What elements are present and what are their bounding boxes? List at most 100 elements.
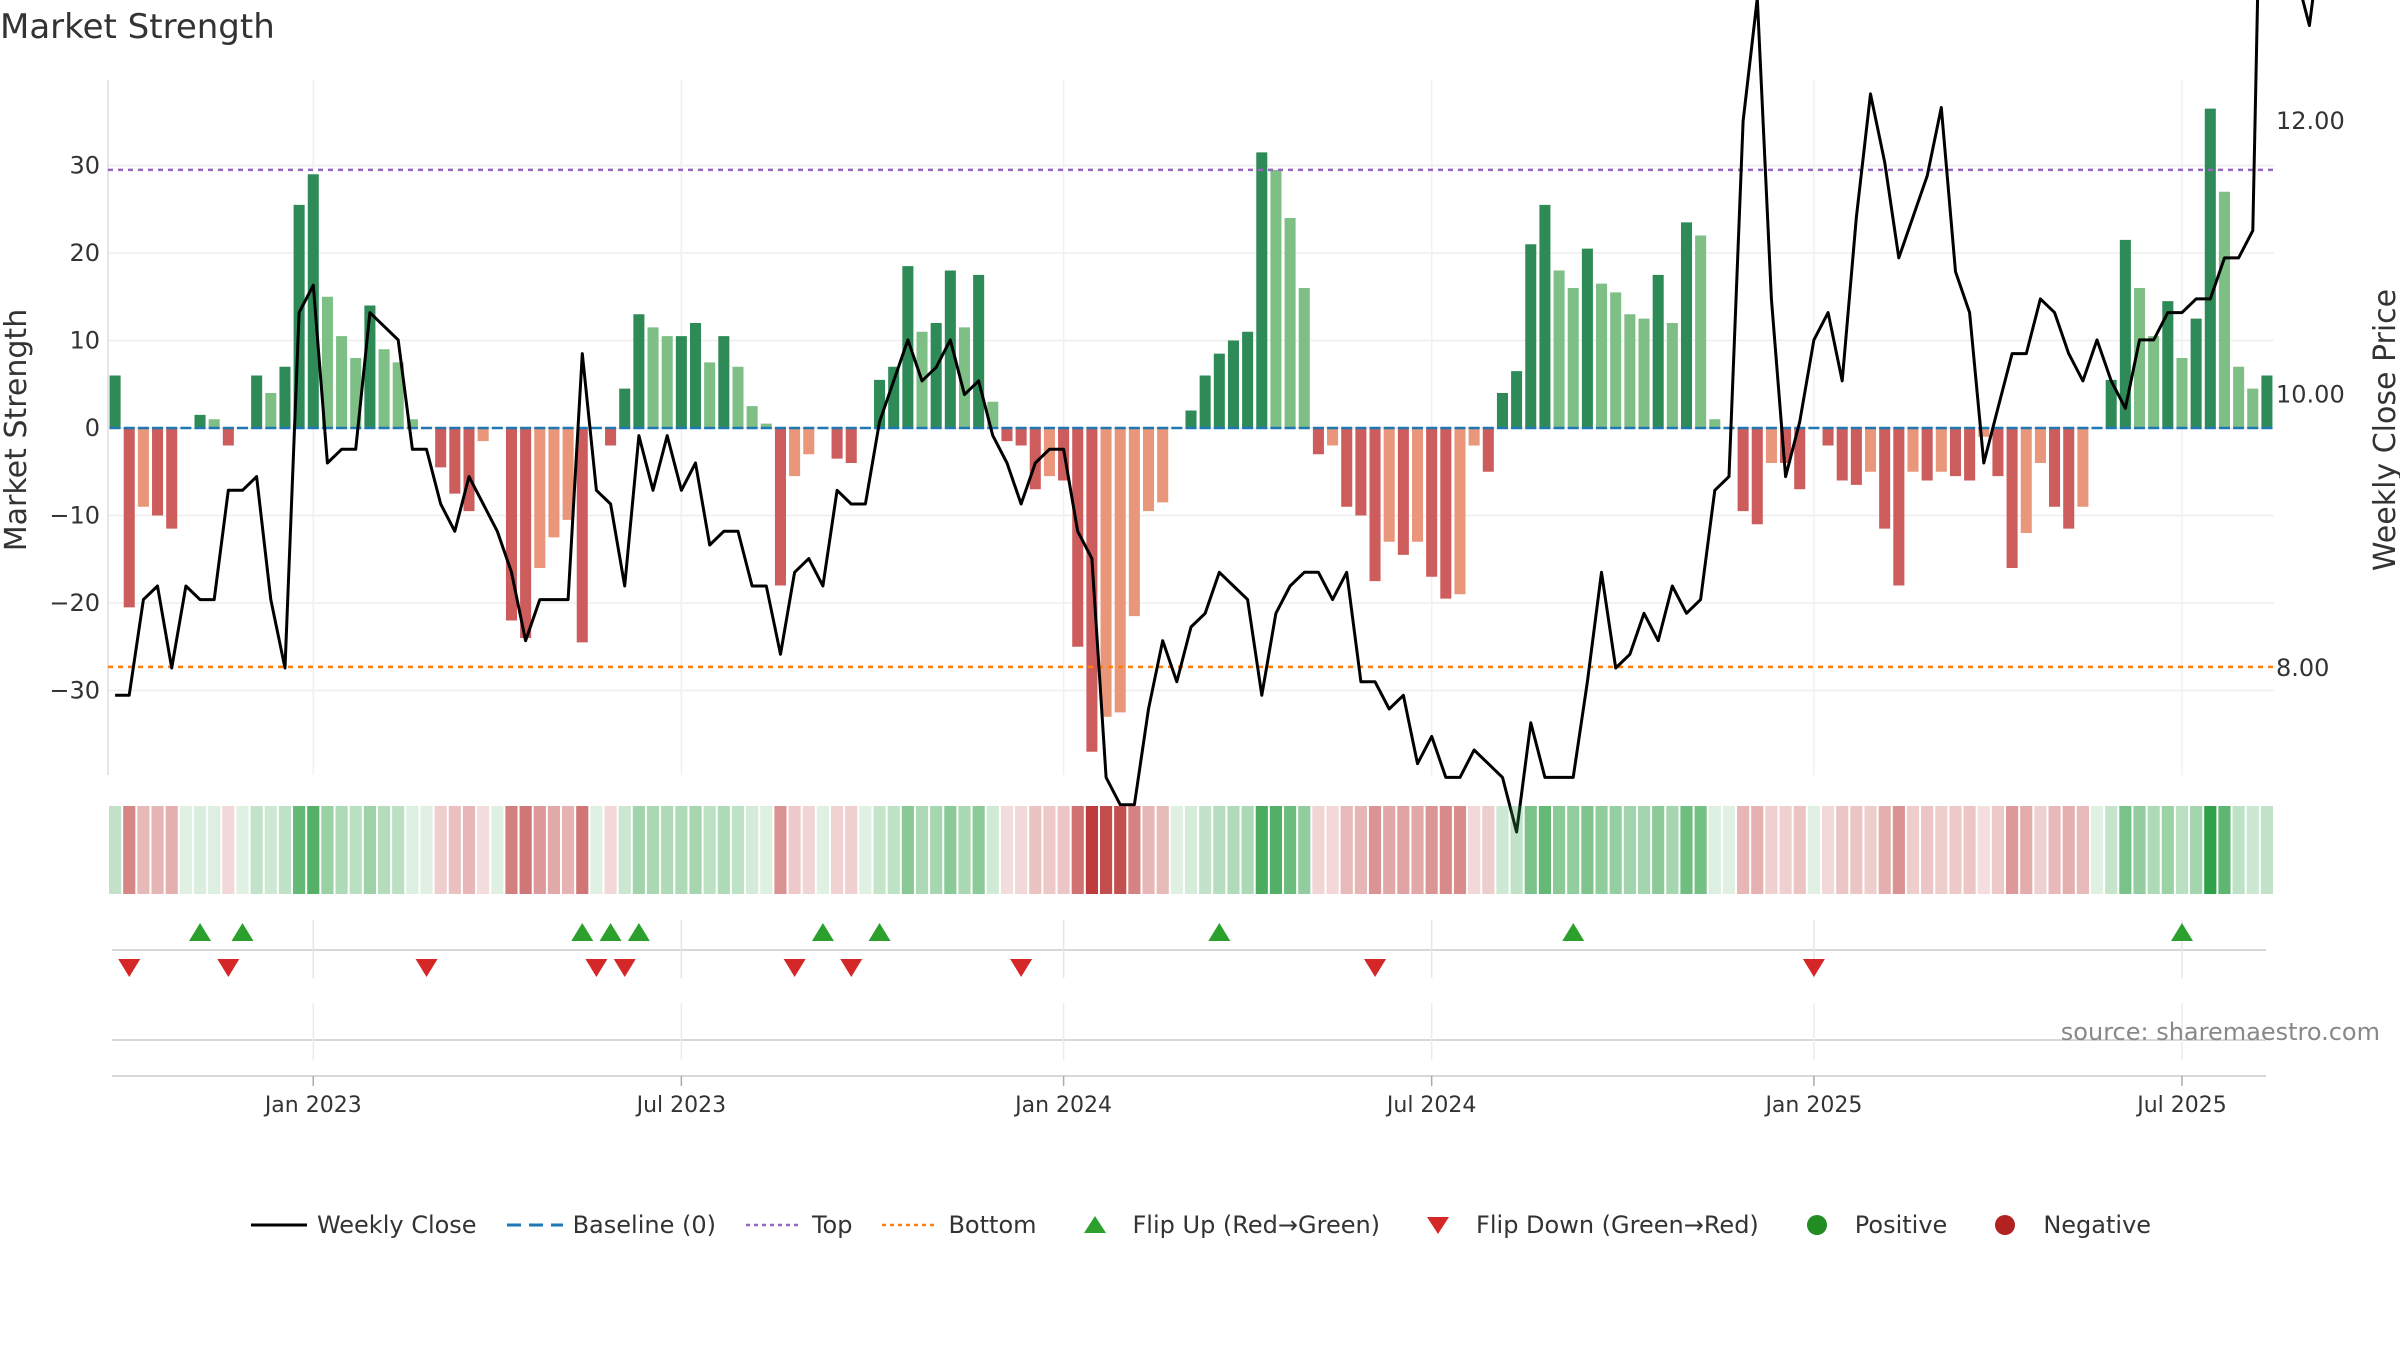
heat-cell [519,806,532,894]
heat-cell [1581,806,1594,894]
heat-cell [2105,806,2118,894]
heat-cell [2133,806,2146,894]
strength-bar [562,428,574,520]
strength-bar [2049,428,2061,507]
x-axis: Jan 2023 Jul 2023 Jan 2024 Jul 2024 Jan 2025… [263,1076,2227,1118]
strength-bar [1652,274,1664,428]
strength-bar [2148,336,2160,428]
heat-cell [1114,806,1127,894]
strength-bar [1992,428,2004,477]
heat-cell [2119,806,2132,894]
heat-cell [675,806,688,894]
strength-bar [1978,428,1990,437]
weekly-close-line [115,0,2315,834]
heat-cell [1227,806,1240,894]
flip-down-marker [613,959,636,977]
strength-bar [336,336,348,428]
legend-symbol [250,1223,307,1227]
strength-bar [1227,340,1239,428]
heat-cell [1821,806,1835,894]
heat-cell [1383,806,1396,894]
heat-cell [547,806,561,894]
heat-cell [349,806,362,894]
legend-label: Positive [1854,1211,1948,1239]
heat-cell [1326,806,1339,894]
heat-cell [1977,806,1990,894]
legend-circle [1806,1215,1827,1235]
heat-cell [958,806,971,894]
heat-cell [109,806,122,894]
heat-cell [1057,806,1070,894]
flip-down-marker [1802,959,1825,977]
strength-bar [888,366,900,428]
strength-bar [2261,375,2273,428]
heat-cell [1963,806,1976,894]
strength-bar [1185,410,1197,428]
heat-cell [2147,806,2160,894]
strength-bar [1780,428,1792,463]
heat-cell [2090,806,2104,894]
strength-bar [902,266,914,428]
heat-cell [1524,806,1537,894]
heat-cell [1199,806,1212,894]
heat-cell [972,806,985,894]
legend-symbol [745,1223,802,1227]
legend-label: Flip Up (Red→Green) [1132,1211,1381,1239]
heat-cell [661,806,674,894]
legend-label: Top [811,1211,853,1239]
strength-bar [1794,428,1806,490]
heat-cell [151,806,164,894]
strength-bar [137,428,149,507]
heat-cell [1878,806,1891,894]
legend-label: Bottom [948,1211,1037,1239]
heat-cell [1312,806,1325,894]
strength-bar [1242,331,1254,428]
heat-cell [307,806,320,894]
heat-cell [2204,806,2217,894]
strength-bars [109,108,2273,752]
strength-bar [1624,314,1636,428]
flip-down-marker [1010,959,1033,977]
heat-cell [703,806,716,894]
heat-cell [831,806,844,894]
strength-bar [2119,239,2131,428]
strength-bar [1539,204,1551,428]
heat-cell [1921,806,1934,894]
legend-label: Flip Down (Green→Red) [1476,1211,1759,1239]
strength-bar [1199,375,1211,428]
heat-cell [887,806,900,894]
strength-bar [1284,218,1296,428]
heat-cell [774,806,787,894]
heat-cell [1694,806,1707,894]
strength-bar [123,428,135,608]
strength-bar [661,336,673,428]
strength-bar [1765,428,1777,463]
heat-cell [1864,806,1877,894]
heat-cell [462,806,476,894]
heat-cell [1553,806,1566,894]
strength-bar [1029,428,1041,490]
heat-cell [1652,806,1665,894]
heat-cell [1765,806,1778,894]
strength-bar [194,414,206,428]
legend-label: Weekly Close [316,1211,477,1239]
heat-cell [717,806,730,894]
heat-cell [845,806,858,894]
strength-bar [1907,428,1919,472]
heat-cell [1468,806,1481,894]
legend-item: Top [744,1210,853,1240]
heat-cell [632,806,645,894]
strength-bar [2190,318,2202,428]
strength-bar [505,428,517,621]
x-tick-label: Jul 2023 [635,1093,727,1118]
flip-up-marker [811,923,834,941]
heat-cell [859,806,872,894]
flip-down-marker [840,959,863,977]
strength-bar [605,428,617,446]
strength-bar [1893,428,1905,586]
legend-symbol [506,1223,563,1227]
strength-bar [251,375,263,428]
heat-cell [2020,806,2033,894]
strength-bar [2063,428,2075,529]
heat-cell [1722,806,1736,894]
